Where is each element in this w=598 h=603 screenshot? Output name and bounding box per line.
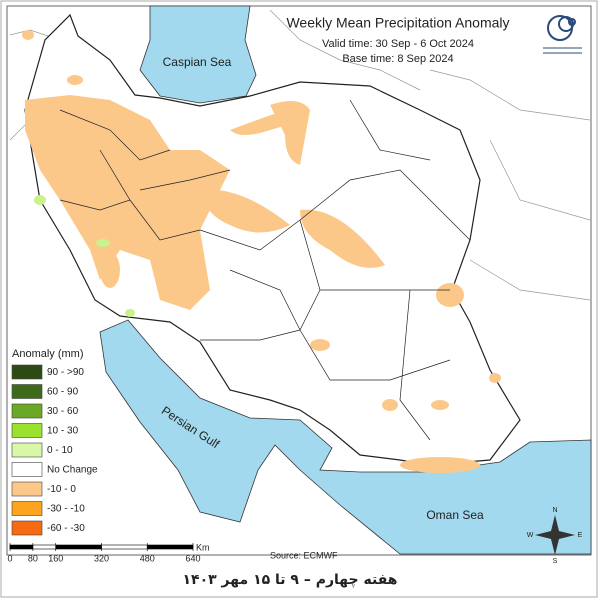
anomaly-areas [22, 30, 501, 473]
scale-label: 80 [28, 553, 38, 563]
province-borders [59, 99, 471, 441]
legend-swatch [11, 520, 43, 536]
legend-label: 10 - 30 [47, 426, 79, 437]
legend-label: 90 - >90 [47, 367, 84, 378]
legend-swatch [11, 403, 43, 419]
legend-label: -10 - 0 [47, 484, 76, 495]
base-time: Base time: 8 Sep 2024 [342, 53, 453, 65]
caspian-sea [139, 5, 257, 104]
scale-segment [9, 544, 34, 550]
scale-segment [146, 544, 194, 550]
scale-label: 480 [140, 553, 155, 563]
legend-swatch [11, 462, 43, 477]
legend-label: 30 - 60 [47, 406, 79, 417]
gulf-and-oman-sea [99, 319, 592, 555]
legend-swatch [11, 384, 43, 399]
neighbour-borders [9, 9, 591, 301]
sea-label: Caspian Sea [163, 55, 232, 69]
compass: N S E W [527, 507, 583, 565]
logo [543, 15, 582, 54]
scale-label: 160 [48, 553, 63, 563]
compass-n: N [552, 507, 557, 514]
scale-segment [55, 544, 102, 550]
scale-segment [101, 544, 148, 550]
legend-title: Anomaly (mm) [12, 348, 84, 360]
footer: هفته چهارم – ۹ تا ۱۵ مهر ۱۴۰۳ [183, 572, 398, 588]
legend-swatch [11, 423, 43, 438]
legend-items: 90 - >90 60 - 90 30 - 60 10 - 30 0 - 10 No Ch… [11, 364, 98, 536]
scale-label: 320 [94, 553, 109, 563]
legend-label: 0 - 10 [47, 445, 73, 456]
compass-e: E [578, 532, 583, 539]
legend-label: -60 - -30 [47, 523, 85, 534]
legend-swatch [11, 364, 43, 380]
legend-swatch [11, 442, 43, 458]
valid-time: Valid time: 30 Sep - 6 Oct 2024 [322, 38, 474, 50]
scale-label: 640 [185, 553, 200, 563]
scale-segment [32, 544, 57, 550]
legend-label: No Change [47, 465, 98, 476]
compass-s: S [553, 558, 558, 565]
source: Source: ECMWF [270, 550, 338, 560]
compass-w: W [527, 532, 534, 539]
title: Weekly Mean Precipitation Anomaly [286, 15, 509, 31]
sea-label: Oman Sea [426, 508, 484, 522]
legend-swatch [11, 481, 43, 497]
legend-swatch [11, 501, 43, 516]
legend-label: -30 - -10 [47, 504, 85, 515]
scale-label: 0 [7, 553, 12, 563]
scale-unit: Km [196, 542, 210, 552]
legend-label: 60 - 90 [47, 387, 79, 398]
